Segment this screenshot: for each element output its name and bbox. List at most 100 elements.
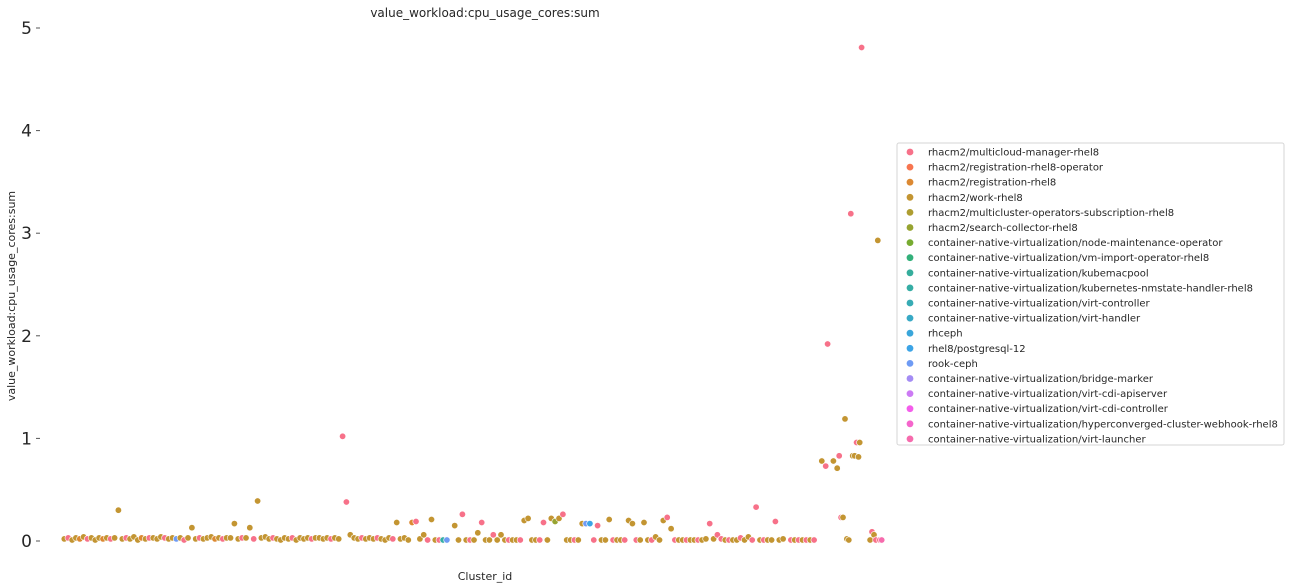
data-point	[818, 457, 826, 465]
data-point	[874, 236, 882, 244]
chart-title: value_workload:cpu_usage_cores:sum	[370, 6, 599, 20]
legend-label: rhacm2/work-rhel8	[928, 193, 1023, 204]
legend-frame	[896, 142, 1285, 446]
data-point	[748, 536, 756, 544]
data-point	[594, 522, 602, 530]
data-point	[335, 535, 343, 543]
data-point	[188, 524, 196, 532]
data-point	[841, 415, 849, 423]
legend-item: rhacm2/search-collector-rhel8	[906, 223, 1078, 234]
legend-item: rhacm2/registration-rhel8	[906, 178, 1056, 189]
data-point	[389, 535, 397, 543]
data-point	[854, 453, 862, 461]
data-point	[835, 452, 843, 460]
data-point	[458, 510, 466, 518]
data-point	[822, 462, 830, 470]
data-point	[628, 520, 636, 528]
data-point	[543, 536, 551, 544]
data-point	[516, 536, 524, 544]
data-point	[493, 536, 501, 544]
legend-item: container-native-virtualization/virt-lau…	[906, 434, 1146, 445]
data-point	[752, 503, 760, 511]
legend-item: rhacm2/multicluster-operators-subscripti…	[906, 208, 1174, 219]
data-point	[404, 536, 412, 544]
data-points	[60, 43, 886, 544]
y-tick-label: 4	[21, 122, 32, 142]
legend-marker	[906, 254, 914, 262]
legend-marker	[906, 405, 914, 413]
data-point	[412, 517, 420, 525]
data-point	[636, 536, 644, 544]
data-point	[810, 536, 818, 544]
legend-marker	[906, 193, 914, 201]
legend-item: container-native-virtualization/kubemacp…	[906, 268, 1149, 279]
y-axis: 0 1 2 3 4 5	[21, 19, 40, 552]
y-tick-label: 2	[21, 327, 32, 347]
legend-label: container-native-virtualization/kubemacp…	[928, 268, 1149, 279]
data-point	[824, 340, 832, 348]
legend-item: container-native-virtualization/vm-impor…	[906, 253, 1209, 264]
legend-item: rhacm2/registration-rhel8-operator	[906, 163, 1104, 174]
legend-label: rhceph	[928, 329, 963, 340]
data-point	[829, 457, 837, 465]
legend-item: container-native-virtualization/hypercon…	[906, 419, 1278, 430]
data-point	[242, 534, 250, 542]
data-point	[768, 536, 776, 544]
data-point	[574, 536, 582, 544]
legend-marker	[906, 224, 914, 231]
data-point	[250, 535, 258, 543]
data-point	[114, 506, 122, 514]
data-point	[771, 517, 779, 525]
legend-label: rhacm2/registration-rhel8-operator	[928, 163, 1104, 174]
data-point	[847, 210, 855, 218]
legend-item: rhel8/postgresql-12	[906, 344, 1026, 355]
data-point	[536, 536, 544, 544]
legend-label: container-native-virtualization/virt-con…	[928, 299, 1151, 310]
data-point	[640, 518, 648, 526]
legend-label: rhacm2/multicluster-operators-subscripti…	[928, 208, 1174, 219]
legend-item: rhceph	[906, 329, 963, 340]
data-point	[246, 524, 254, 532]
data-point	[856, 438, 864, 446]
legend-marker	[906, 344, 914, 352]
legend-marker	[906, 360, 914, 367]
data-point	[184, 534, 192, 542]
data-point	[524, 514, 532, 522]
data-point	[663, 513, 671, 521]
data-point	[667, 525, 675, 533]
data-point	[254, 497, 262, 505]
data-point	[655, 536, 663, 544]
y-tick-label: 3	[21, 224, 32, 244]
legend-item: rook-ceph	[906, 359, 978, 370]
data-point	[339, 432, 347, 440]
data-point	[420, 531, 428, 539]
data-point	[342, 498, 350, 506]
y-axis-label: value_workload:cpu_usage_cores:sum	[5, 191, 18, 401]
legend-label: container-native-virtualization/hypercon…	[928, 419, 1278, 430]
legend-marker	[906, 269, 914, 277]
legend-item: container-native-virtualization/virt-con…	[906, 299, 1151, 310]
data-point	[601, 536, 609, 544]
legend-label: rook-ceph	[928, 359, 978, 370]
y-tick-label: 0	[21, 532, 32, 552]
legend-marker	[906, 329, 914, 337]
data-point	[478, 518, 486, 526]
legend-item: container-native-virtualization/kubernet…	[906, 283, 1253, 294]
legend-marker	[906, 299, 914, 307]
legend-label: rhacm2/registration-rhel8	[928, 178, 1056, 189]
data-point	[586, 520, 594, 528]
data-point	[427, 515, 435, 523]
data-point	[858, 43, 866, 51]
data-point	[590, 536, 598, 544]
legend-label: container-native-virtualization/virt-cdi…	[928, 389, 1168, 400]
x-axis-label: Cluster_id	[458, 570, 513, 583]
data-point	[454, 536, 462, 544]
data-point	[443, 536, 451, 544]
legend-item: rhacm2/work-rhel8	[906, 193, 1023, 204]
data-point	[878, 536, 886, 544]
legend: rhacm2/multicloud-manager-rhel8 rhacm2/re…	[896, 142, 1285, 446]
legend-marker	[906, 209, 914, 216]
data-point	[621, 536, 629, 544]
data-point	[605, 515, 613, 523]
